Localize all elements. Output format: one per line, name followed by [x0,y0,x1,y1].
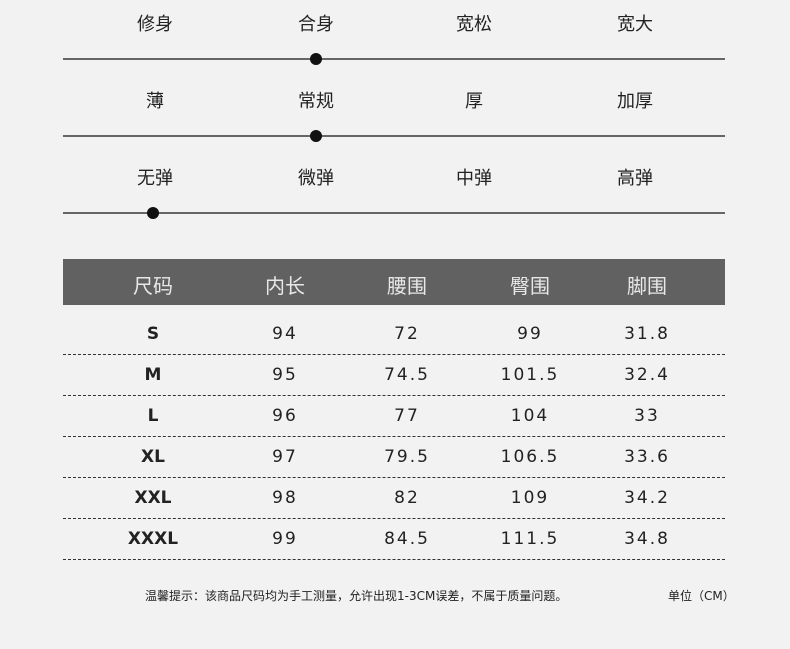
table-cell: 97 [272,447,298,467]
table-cell: 33.6 [624,447,670,467]
table-row: M 95 74.5 101.5 32.4 [63,355,725,396]
scale-option: 加厚 [617,91,653,112]
table-cell: 111.5 [500,529,560,549]
table-cell: 95 [272,365,298,385]
scale-option: 中弹 [456,168,492,189]
table-cell: 31.8 [624,324,670,344]
table-cell: 33 [634,406,660,426]
table-cell: 104 [510,406,550,426]
table-cell: 34.2 [624,488,670,508]
table-row: L 96 77 104 33 [63,396,725,437]
table-cell: 96 [272,406,298,426]
table-cell: XXXL [127,529,179,549]
scale-line [63,58,725,60]
scale-option: 合身 [298,14,334,35]
table-row: XXXL 99 84.5 111.5 34.8 [63,519,725,560]
table-cell: XL [141,447,165,467]
elasticity-scale: 无弹 微弹 中弹 高弹 [63,154,725,219]
column-header: 脚围 [627,274,667,298]
table-cell: 32.4 [624,365,670,385]
table-cell: 84.5 [384,529,430,549]
scale-option: 无弹 [137,168,173,189]
scale-indicator-dot [147,207,159,219]
fit-scale: 修身 合身 宽松 宽大 [63,0,725,65]
table-cell: 74.5 [384,365,430,385]
table-cell: 101.5 [500,365,560,385]
column-header: 尺码 [133,274,173,298]
table-cell: 99 [517,324,543,344]
table-cell: 82 [394,488,420,508]
table-row: XL 97 79.5 106.5 33.6 [63,437,725,478]
table-cell: 34.8 [624,529,670,549]
scale-indicator-dot [310,130,322,142]
table-row: XXL 98 82 109 34.2 [63,478,725,519]
table-cell: 94 [272,324,298,344]
table-cell: 72 [394,324,420,344]
measurement-tip: 温馨提示：该商品尺码均为手工测量，允许出现1-3CM误差，不属于质量问题。 [145,589,568,603]
scale-line [63,135,725,137]
table-cell: 98 [272,488,298,508]
table-cell: 106.5 [500,447,560,467]
table-cell: XXL [134,488,172,508]
column-header: 内长 [265,274,305,298]
scale-indicator-dot [310,53,322,65]
table-cell: M [144,365,162,385]
table-row: S 94 72 99 31.8 [63,314,725,355]
scale-option: 常规 [298,91,334,112]
table-cell: S [146,324,160,344]
table-cell: 99 [272,529,298,549]
table-cell: L [147,406,159,426]
scale-option: 宽松 [456,14,492,35]
scale-option: 微弹 [298,168,334,189]
table-cell: 77 [394,406,420,426]
column-header: 臀围 [510,274,550,298]
table-cell: 79.5 [384,447,430,467]
scale-option: 宽大 [617,14,653,35]
scale-line [63,212,725,214]
table-cell: 109 [510,488,550,508]
scale-option: 薄 [146,91,164,112]
table-header: 尺码 内长 腰围 臀围 脚围 [63,259,725,305]
thickness-scale: 薄 常规 厚 加厚 [63,77,725,142]
scale-option: 高弹 [617,168,653,189]
scale-option: 厚 [465,91,483,112]
column-header: 腰围 [387,274,427,298]
scale-option: 修身 [137,14,173,35]
unit-label: 单位（CM） [668,589,735,603]
